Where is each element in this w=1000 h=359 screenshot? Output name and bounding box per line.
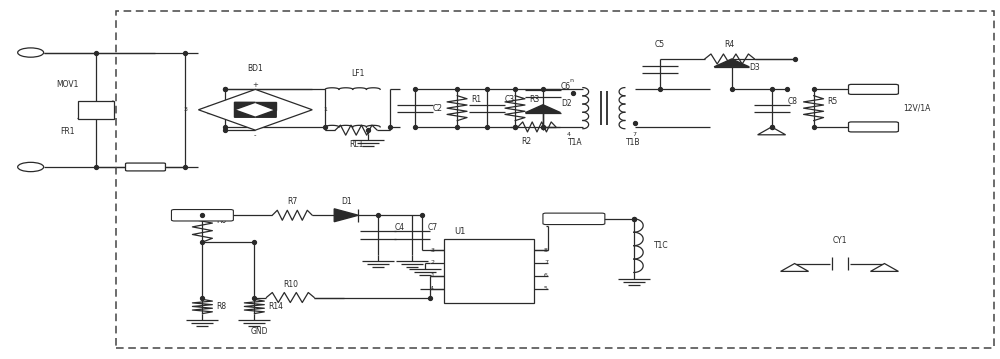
Text: C8: C8	[788, 97, 798, 106]
Text: 3: 3	[430, 248, 434, 253]
Text: 1: 1	[324, 107, 327, 112]
Polygon shape	[334, 209, 358, 222]
Text: 1: 1	[430, 273, 434, 278]
Bar	[444, 238, 534, 303]
Bar	[78, 101, 114, 119]
Polygon shape	[525, 105, 561, 113]
Bar	[116, 11, 994, 348]
Text: C7: C7	[428, 223, 438, 232]
Text: R7: R7	[287, 197, 297, 206]
Circle shape	[18, 162, 44, 172]
Text: V+: V+	[868, 87, 879, 92]
Text: U1: U1	[454, 227, 465, 236]
FancyBboxPatch shape	[171, 210, 233, 221]
Text: CS: CS	[450, 286, 458, 291]
Text: D3: D3	[750, 64, 760, 73]
Polygon shape	[870, 264, 898, 271]
Text: R4: R4	[725, 40, 735, 49]
Text: 4: 4	[430, 286, 434, 291]
Text: C3: C3	[505, 95, 515, 104]
Text: T1B: T1B	[626, 138, 640, 147]
Text: R8: R8	[216, 302, 227, 311]
FancyBboxPatch shape	[849, 122, 898, 132]
Text: 2: 2	[430, 261, 434, 265]
Text: 12V/1A: 12V/1A	[903, 104, 930, 113]
Polygon shape	[758, 127, 786, 135]
Polygon shape	[255, 102, 276, 110]
Text: C: C	[524, 248, 528, 253]
Text: D2: D2	[561, 99, 572, 108]
Text: C: C	[524, 261, 528, 265]
Text: C2: C2	[433, 104, 443, 113]
Text: 5: 5	[544, 286, 548, 291]
Text: T1A: T1A	[568, 138, 582, 147]
Text: V-: V-	[870, 124, 877, 130]
Text: R14: R14	[268, 302, 283, 311]
Polygon shape	[714, 59, 749, 67]
Text: LF1: LF1	[351, 69, 364, 78]
Text: n: n	[569, 78, 573, 83]
Text: 3: 3	[183, 107, 187, 112]
Text: CY1: CY1	[832, 236, 847, 245]
Text: +: +	[252, 82, 258, 88]
Polygon shape	[234, 110, 255, 117]
Polygon shape	[781, 264, 809, 271]
Polygon shape	[198, 89, 312, 130]
Text: C5: C5	[655, 40, 665, 49]
Text: -: -	[254, 132, 257, 139]
Polygon shape	[234, 102, 255, 110]
Text: C: C	[524, 286, 528, 291]
FancyBboxPatch shape	[543, 213, 605, 225]
FancyBboxPatch shape	[849, 84, 898, 94]
Text: BD1: BD1	[247, 64, 263, 73]
Text: FB: FB	[450, 273, 458, 278]
Text: R5: R5	[828, 97, 838, 106]
Text: RL1: RL1	[349, 140, 363, 149]
FancyBboxPatch shape	[126, 163, 165, 171]
Text: 8: 8	[544, 248, 548, 253]
Text: VDD1: VDD1	[564, 216, 584, 222]
Text: T1C: T1C	[654, 241, 668, 250]
Text: C: C	[524, 273, 528, 278]
Text: VDD1: VDD1	[193, 212, 212, 218]
Text: MOV1: MOV1	[56, 80, 79, 89]
Text: 6: 6	[544, 273, 548, 278]
Text: C6: C6	[561, 82, 571, 91]
Text: GND: GND	[450, 261, 465, 265]
Polygon shape	[255, 110, 276, 117]
Text: N: N	[28, 50, 33, 56]
Text: 7: 7	[633, 132, 637, 136]
Text: 4: 4	[567, 132, 571, 136]
Text: C4: C4	[394, 223, 404, 232]
Text: FR1: FR1	[60, 127, 75, 136]
Text: C1: C1	[243, 105, 253, 114]
Text: D1: D1	[341, 197, 352, 206]
Text: VDD: VDD	[450, 248, 464, 253]
Circle shape	[18, 48, 44, 57]
Text: R3: R3	[529, 95, 539, 104]
Text: R6: R6	[216, 216, 227, 225]
Text: L: L	[29, 164, 33, 170]
Text: GND: GND	[251, 327, 268, 336]
Text: 7: 7	[544, 261, 548, 265]
Text: R10: R10	[283, 280, 298, 289]
Text: R2: R2	[521, 137, 531, 146]
Text: R1: R1	[471, 95, 481, 104]
